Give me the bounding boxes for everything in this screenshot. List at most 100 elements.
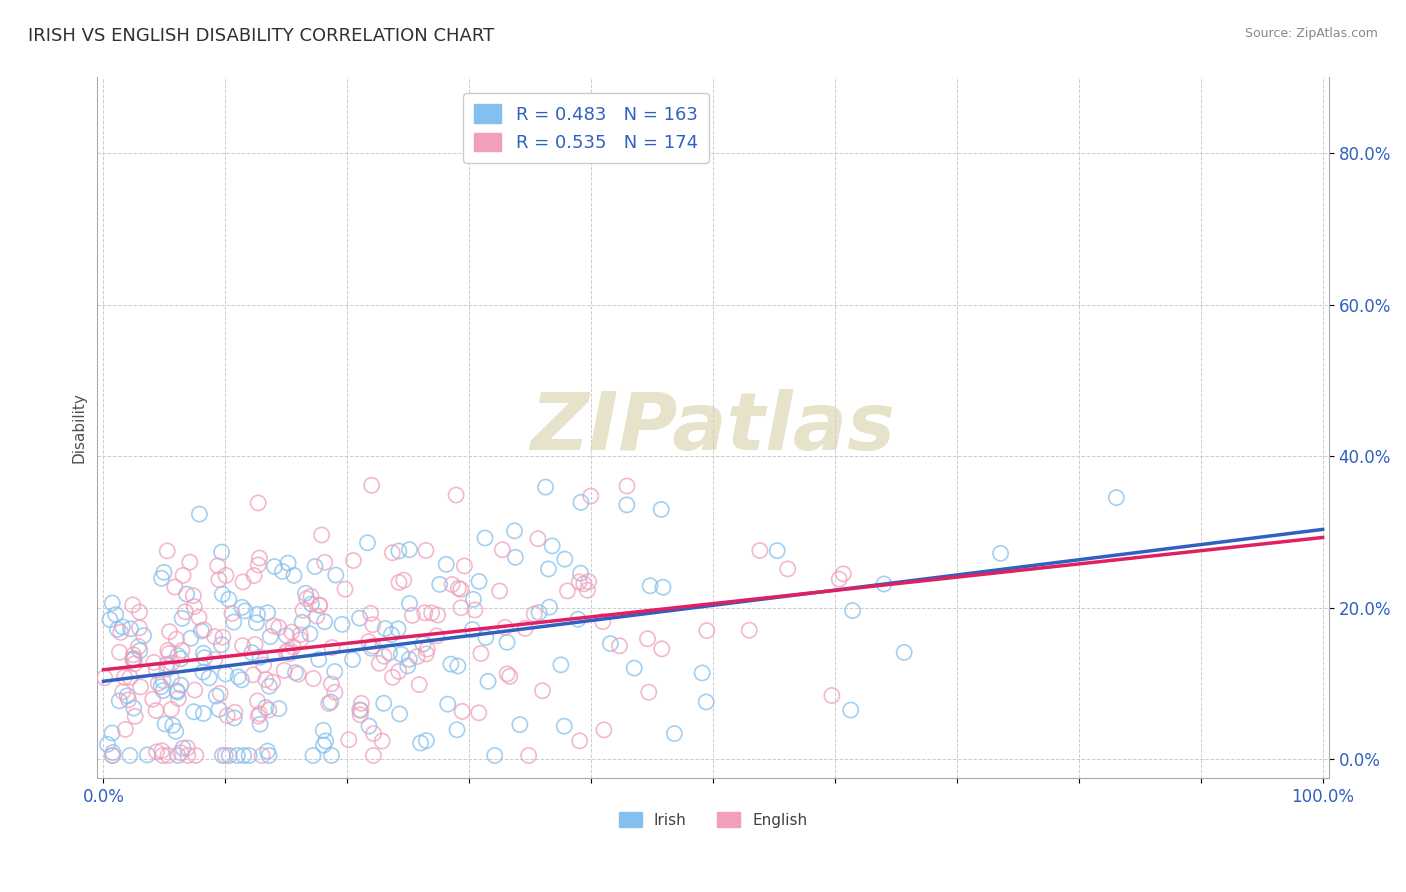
Point xyxy=(374,622,396,636)
Point xyxy=(120,622,142,636)
Point xyxy=(246,607,269,622)
Point xyxy=(191,665,214,679)
Point xyxy=(112,670,135,684)
Point xyxy=(576,583,599,598)
Point xyxy=(214,667,236,681)
Point xyxy=(259,679,281,693)
Point xyxy=(121,598,143,612)
Point xyxy=(302,748,325,763)
Point xyxy=(388,544,411,558)
Point xyxy=(128,640,150,654)
Point xyxy=(695,695,717,709)
Point xyxy=(148,676,170,690)
Point xyxy=(278,647,301,661)
Point xyxy=(450,582,472,597)
Point xyxy=(170,643,193,657)
Y-axis label: Disability: Disability xyxy=(72,392,86,463)
Point xyxy=(249,717,271,731)
Point xyxy=(623,661,645,675)
Point xyxy=(209,638,232,652)
Point xyxy=(160,672,183,686)
Point xyxy=(429,577,451,591)
Point xyxy=(183,589,205,603)
Point xyxy=(132,629,155,643)
Point xyxy=(447,582,470,596)
Point xyxy=(136,747,159,762)
Point xyxy=(166,683,188,698)
Point xyxy=(828,572,851,586)
Point xyxy=(101,746,124,760)
Point xyxy=(114,723,136,737)
Point xyxy=(156,544,179,558)
Point xyxy=(145,663,167,677)
Point xyxy=(142,656,165,670)
Point xyxy=(104,607,127,622)
Point xyxy=(105,623,128,637)
Point xyxy=(224,706,246,720)
Point xyxy=(766,543,789,558)
Point xyxy=(217,708,239,723)
Point xyxy=(221,607,243,621)
Point xyxy=(416,642,439,657)
Point xyxy=(243,638,266,652)
Point xyxy=(426,608,449,623)
Point xyxy=(568,574,591,589)
Point xyxy=(361,617,384,632)
Point xyxy=(415,647,437,661)
Point xyxy=(396,659,419,673)
Point xyxy=(122,701,145,715)
Point xyxy=(444,488,467,502)
Point xyxy=(101,726,124,740)
Point xyxy=(166,685,188,699)
Point xyxy=(152,748,174,763)
Point xyxy=(349,611,371,625)
Point xyxy=(304,559,326,574)
Point xyxy=(193,623,215,637)
Point xyxy=(257,703,280,717)
Point xyxy=(145,704,167,718)
Point xyxy=(553,719,575,733)
Point xyxy=(156,657,179,672)
Point xyxy=(176,740,198,755)
Point xyxy=(183,705,205,719)
Point xyxy=(204,652,226,666)
Point xyxy=(214,748,236,763)
Point xyxy=(318,697,340,711)
Point xyxy=(451,705,474,719)
Point xyxy=(368,657,391,671)
Point xyxy=(475,631,498,645)
Point xyxy=(513,622,536,636)
Point xyxy=(110,625,132,640)
Point xyxy=(254,700,277,714)
Point xyxy=(299,590,322,604)
Point xyxy=(360,478,382,492)
Point xyxy=(509,717,531,731)
Point xyxy=(170,678,193,692)
Point xyxy=(226,748,249,763)
Point xyxy=(609,639,631,653)
Point xyxy=(212,630,235,644)
Point xyxy=(165,724,187,739)
Point xyxy=(569,495,592,509)
Point xyxy=(308,599,330,613)
Point xyxy=(363,726,385,740)
Point xyxy=(290,632,312,647)
Point xyxy=(350,697,373,711)
Point xyxy=(184,748,207,763)
Point xyxy=(184,683,207,698)
Point xyxy=(284,665,307,680)
Point xyxy=(290,628,312,642)
Point xyxy=(415,543,437,558)
Point xyxy=(440,657,463,672)
Point xyxy=(470,647,492,661)
Point xyxy=(128,621,150,635)
Point xyxy=(291,603,314,617)
Point xyxy=(267,620,290,634)
Point xyxy=(360,607,382,621)
Point xyxy=(167,691,190,706)
Text: IRISH VS ENGLISH DISABILITY CORRELATION CHART: IRISH VS ENGLISH DISABILITY CORRELATION … xyxy=(28,27,495,45)
Point xyxy=(224,711,246,725)
Point xyxy=(592,615,614,629)
Point xyxy=(218,592,240,607)
Point xyxy=(156,643,179,657)
